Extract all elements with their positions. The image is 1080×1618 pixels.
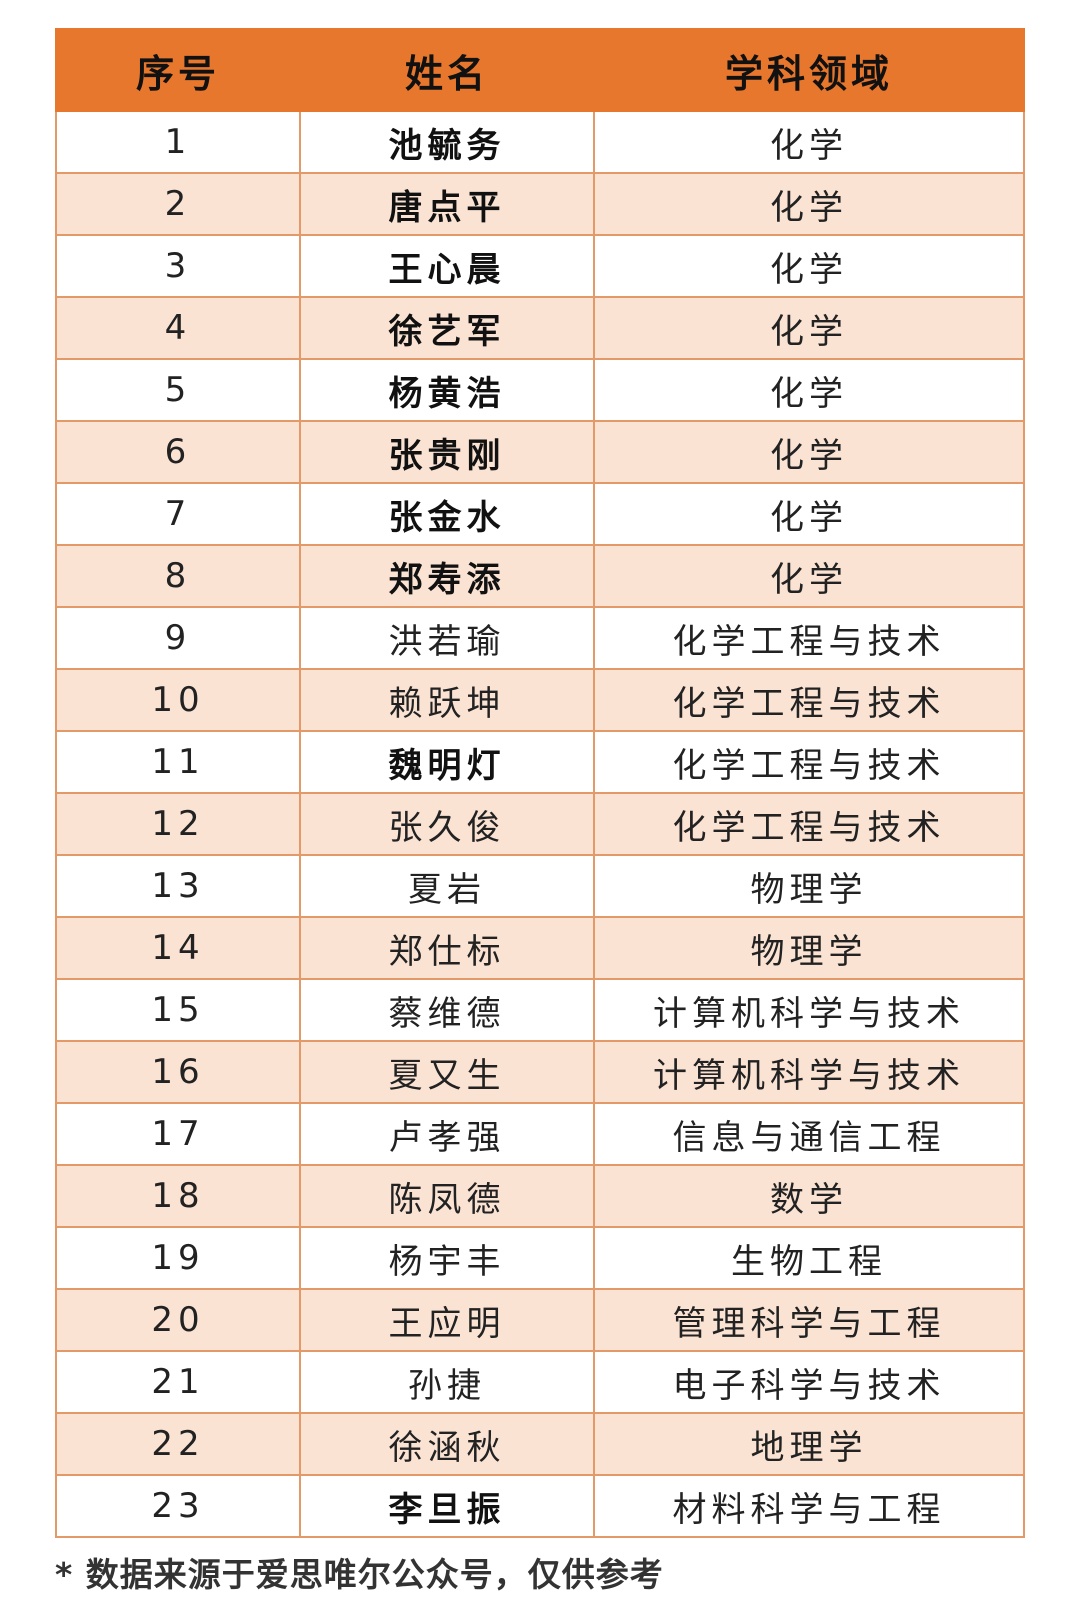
cell-name: 卢孝强 bbox=[299, 1102, 595, 1166]
cell-field: 电子科学与技术 bbox=[593, 1350, 1025, 1414]
header-field: 学科领域 bbox=[593, 28, 1025, 112]
cell-name: 郑寿添 bbox=[299, 544, 595, 608]
table-row: 17 卢孝强 信息与通信工程 bbox=[55, 1102, 1025, 1166]
cell-number: 4 bbox=[55, 296, 301, 360]
cell-name: 杨宇丰 bbox=[299, 1226, 595, 1290]
table-row: 21 孙捷 电子科学与技术 bbox=[55, 1350, 1025, 1414]
table-row: 19 杨宇丰 生物工程 bbox=[55, 1226, 1025, 1290]
table-row: 3 王心晨 化学 bbox=[55, 234, 1025, 298]
table-row: 4 徐艺军 化学 bbox=[55, 296, 1025, 360]
table-row: 1 池毓务 化学 bbox=[55, 110, 1025, 174]
cell-name: 张久俊 bbox=[299, 792, 595, 856]
cell-name: 张金水 bbox=[299, 482, 595, 546]
cell-number: 5 bbox=[55, 358, 301, 422]
cell-name: 池毓务 bbox=[299, 110, 595, 174]
cell-number: 21 bbox=[55, 1350, 301, 1414]
table-row: 8 郑寿添 化学 bbox=[55, 544, 1025, 608]
cell-field: 化学 bbox=[593, 234, 1025, 298]
cell-field: 管理科学与工程 bbox=[593, 1288, 1025, 1352]
scholar-table: 序号 姓名 学科领域 1 池毓务 化学 2 唐点平 化学 3 王心晨 化学 4 徐艺军 化学 5 杨黄浩化… bbox=[55, 28, 1025, 1538]
cell-name: 李旦振 bbox=[299, 1474, 595, 1538]
header-number: 序号 bbox=[55, 28, 301, 112]
header-name: 姓名 bbox=[299, 28, 595, 112]
cell-name: 唐点平 bbox=[299, 172, 595, 236]
table-row: 6 张贵刚 化学 bbox=[55, 420, 1025, 484]
cell-name: 夏又生 bbox=[299, 1040, 595, 1104]
cell-number: 6 bbox=[55, 420, 301, 484]
cell-number: 13 bbox=[55, 854, 301, 918]
cell-number: 1 bbox=[55, 110, 301, 174]
cell-number: 16 bbox=[55, 1040, 301, 1104]
cell-field: 化学 bbox=[593, 172, 1025, 236]
table-row: 14 郑仕标 物理学 bbox=[55, 916, 1025, 980]
cell-number: 8 bbox=[55, 544, 301, 608]
cell-field: 化学 bbox=[593, 296, 1025, 360]
cell-number: 14 bbox=[55, 916, 301, 980]
cell-name: 魏明灯 bbox=[299, 730, 595, 794]
cell-name: 夏岩 bbox=[299, 854, 595, 918]
cell-field: 材料科学与工程 bbox=[593, 1474, 1025, 1538]
cell-name: 郑仕标 bbox=[299, 916, 595, 980]
cell-name: 洪若瑜 bbox=[299, 606, 595, 670]
cell-field: 信息与通信工程 bbox=[593, 1102, 1025, 1166]
cell-number: 17 bbox=[55, 1102, 301, 1166]
cell-field: 物理学 bbox=[593, 916, 1025, 980]
cell-number: 11 bbox=[55, 730, 301, 794]
footnote: * 数据来源于爱思唯尔公众号，仅供参考 bbox=[55, 1555, 664, 1594]
cell-field: 化学 bbox=[593, 482, 1025, 546]
cell-field: 化学工程与技术 bbox=[593, 730, 1025, 794]
table-row: 7 张金水 化学 bbox=[55, 482, 1025, 546]
cell-number: 9 bbox=[55, 606, 301, 670]
table-row: 2 唐点平 化学 bbox=[55, 172, 1025, 236]
cell-number: 19 bbox=[55, 1226, 301, 1290]
cell-field: 化学工程与技术 bbox=[593, 792, 1025, 856]
cell-name: 徐涵秋 bbox=[299, 1412, 595, 1476]
cell-number: 18 bbox=[55, 1164, 301, 1228]
table-row: 5 杨黄浩 化学 bbox=[55, 358, 1025, 422]
table-row: 15 蔡维德 计算机科学与技术 bbox=[55, 978, 1025, 1042]
cell-field: 地理学 bbox=[593, 1412, 1025, 1476]
cell-name: 孙捷 bbox=[299, 1350, 595, 1414]
cell-name: 徐艺军 bbox=[299, 296, 595, 360]
cell-number: 3 bbox=[55, 234, 301, 298]
cell-name: 蔡维德 bbox=[299, 978, 595, 1042]
table-header-row: 序号 姓名 学科领域 bbox=[55, 28, 1025, 112]
cell-number: 22 bbox=[55, 1412, 301, 1476]
cell-name: 陈凤德 bbox=[299, 1164, 595, 1228]
cell-number: 15 bbox=[55, 978, 301, 1042]
table-row: 22 徐涵秋 地理学 bbox=[55, 1412, 1025, 1476]
cell-field: 物理学 bbox=[593, 854, 1025, 918]
cell-field: 化学 bbox=[593, 420, 1025, 484]
cell-name: 杨黄浩 bbox=[299, 358, 595, 422]
table-row: 13 夏岩 物理学 bbox=[55, 854, 1025, 918]
table-row: 9 洪若瑜 化学工程与技术 bbox=[55, 606, 1025, 670]
cell-field: 化学 bbox=[593, 110, 1025, 174]
cell-field: 化学工程与技术 bbox=[593, 668, 1025, 732]
cell-number: 23 bbox=[55, 1474, 301, 1538]
table-row: 23 李旦振 材料科学与工程 bbox=[55, 1474, 1025, 1538]
table-row: 18 陈凤德 数学 bbox=[55, 1164, 1025, 1228]
cell-name: 王应明 bbox=[299, 1288, 595, 1352]
table-row: 16 夏又生 计算机科学与技术 bbox=[55, 1040, 1025, 1104]
cell-field: 化学工程与技术 bbox=[593, 606, 1025, 670]
cell-number: 10 bbox=[55, 668, 301, 732]
cell-field: 计算机科学与技术 bbox=[593, 978, 1025, 1042]
cell-name: 张贵刚 bbox=[299, 420, 595, 484]
table-row: 12 张久俊 化学工程与技术 bbox=[55, 792, 1025, 856]
table-row: 11 魏明灯 化学工程与技术 bbox=[55, 730, 1025, 794]
cell-field: 化学 bbox=[593, 358, 1025, 422]
cell-number: 7 bbox=[55, 482, 301, 546]
table-row: 20 王应明 管理科学与工程 bbox=[55, 1288, 1025, 1352]
cell-number: 12 bbox=[55, 792, 301, 856]
cell-number: 2 bbox=[55, 172, 301, 236]
cell-field: 计算机科学与技术 bbox=[593, 1040, 1025, 1104]
table-row: 10 赖跃坤 化学工程与技术 bbox=[55, 668, 1025, 732]
cell-field: 数学 bbox=[593, 1164, 1025, 1228]
cell-field: 化学 bbox=[593, 544, 1025, 608]
cell-number: 20 bbox=[55, 1288, 301, 1352]
cell-name: 赖跃坤 bbox=[299, 668, 595, 732]
cell-field: 生物工程 bbox=[593, 1226, 1025, 1290]
cell-name: 王心晨 bbox=[299, 234, 595, 298]
